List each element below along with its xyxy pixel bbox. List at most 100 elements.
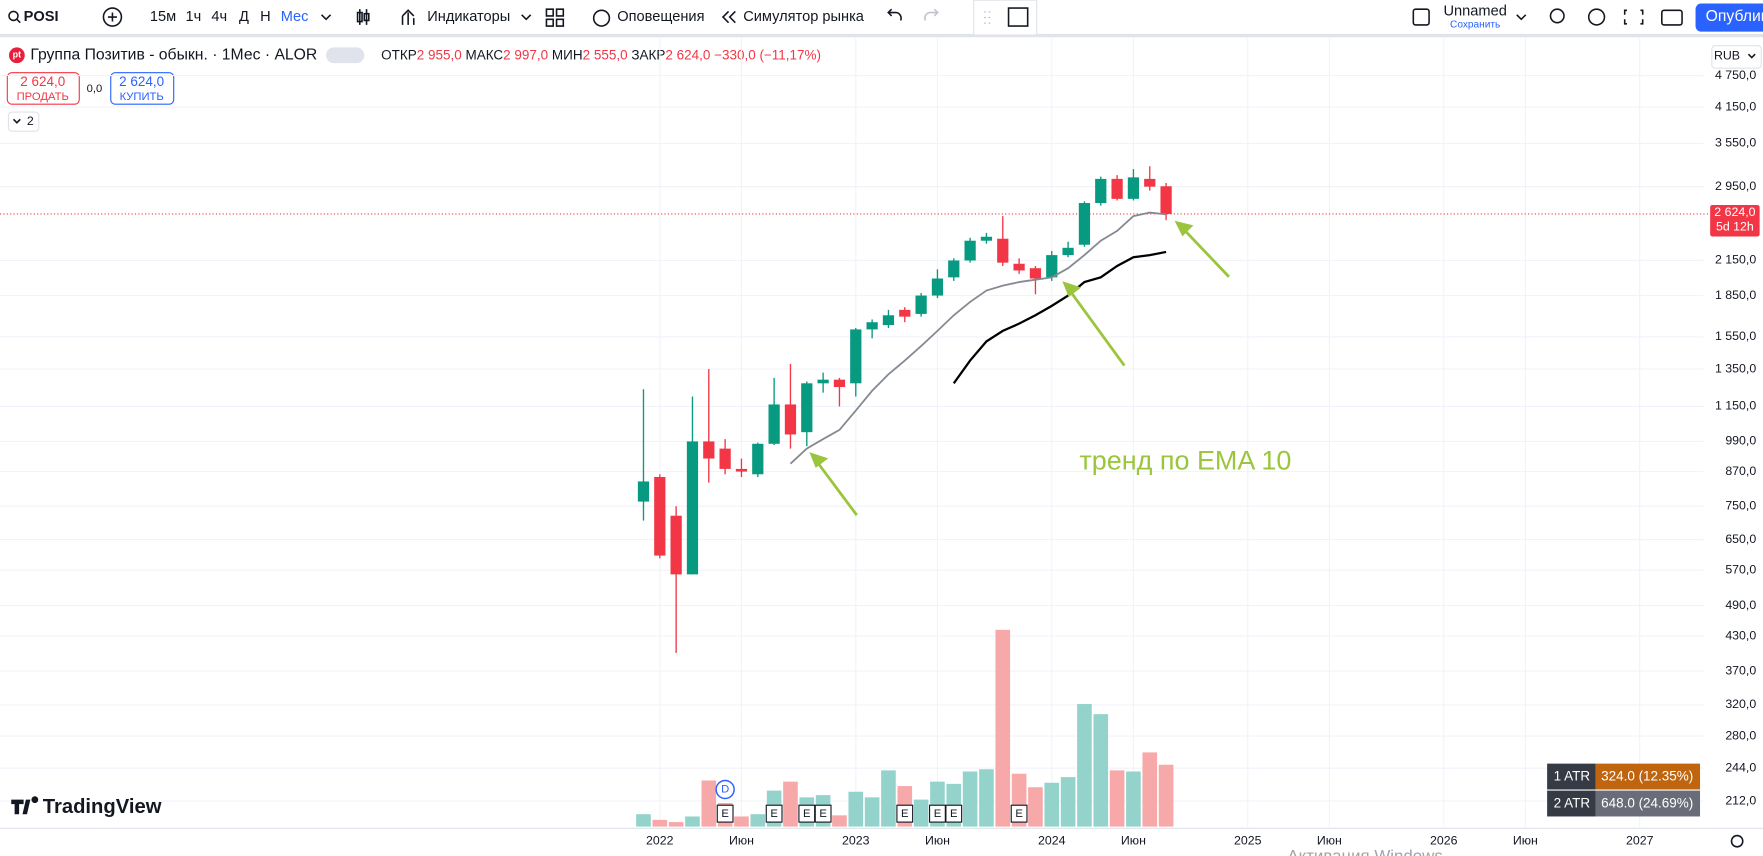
candle-body — [784, 404, 797, 435]
volume-bar — [734, 816, 749, 827]
y-tick-label: 490,0 — [1725, 598, 1756, 612]
high-value: 2 997,0 — [503, 47, 548, 62]
plot-area: 2022 Июн 2023 Июн 2024 Июн 2025 Июн 2026 Июн 2027 4… — [0, 38, 1760, 847]
y-tick-label: 1 350,0 — [1715, 361, 1756, 375]
interval-button[interactable]: Н — [260, 9, 271, 25]
y-tick-label: 1 150,0 — [1715, 399, 1756, 413]
earnings-marker[interactable] — [896, 804, 914, 823]
candle-body — [1111, 178, 1123, 199]
earnings-marker[interactable] — [765, 804, 783, 823]
replay-button[interactable]: Симулятор рынка — [743, 9, 865, 25]
x-tick-label: 2023 — [842, 833, 870, 847]
interval-button[interactable]: 1ч — [186, 9, 202, 25]
symbol[interactable]: POSI — [24, 9, 59, 25]
buy-label: КУПИТЬ — [120, 91, 164, 103]
volume-bar — [668, 822, 684, 827]
legend-toggle[interactable] — [326, 47, 365, 64]
volume-bar — [1060, 777, 1076, 827]
volume-bar — [652, 819, 668, 827]
interval-button[interactable]: 4ч — [211, 9, 227, 25]
candle-body — [752, 443, 764, 475]
atr-label-bg — [1547, 763, 1596, 790]
fullscreen-icon[interactable] — [1623, 9, 1644, 25]
dividend-label: D — [721, 783, 729, 795]
chart-type-icon[interactable] — [356, 9, 370, 25]
x-tick-label: 2026 — [1430, 833, 1458, 847]
redo[interactable] — [924, 8, 939, 21]
arrow — [816, 461, 858, 516]
y-tick-label: 4 150,0 — [1715, 99, 1756, 113]
volume-bar — [783, 781, 798, 827]
ohlc-legend: ОТКР2 955,0 МАКС2 997,0 МИН2 555,0 ЗАКР2… — [381, 47, 821, 62]
layout-checkbox[interactable] — [1412, 8, 1430, 26]
atr-value: 324.0 (12.35%) — [1601, 769, 1693, 784]
screenshot-icon[interactable] — [1661, 9, 1683, 26]
layout-name[interactable]: Unnamed — [1443, 3, 1506, 19]
interval-button[interactable]: 15м — [150, 9, 176, 25]
volume-bar — [1126, 771, 1141, 827]
candle-body — [964, 240, 976, 261]
arrow-head — [1174, 220, 1194, 237]
volume-bar — [995, 629, 1011, 827]
axis-settings[interactable] — [1730, 834, 1744, 848]
search-icon[interactable] — [8, 10, 19, 22]
indicators-dropdown[interactable] — [521, 14, 532, 21]
candle-body — [1029, 268, 1042, 279]
candle-body — [1160, 186, 1172, 214]
add-symbol[interactable] — [102, 7, 123, 27]
volume-bar — [848, 791, 864, 827]
alerts-button[interactable]: Оповещения — [617, 9, 704, 25]
volume-bar — [864, 797, 880, 827]
interval-dropdown[interactable] — [321, 14, 332, 21]
dividend-marker[interactable] — [715, 779, 735, 800]
close-value: 2 624,0 — [665, 47, 710, 62]
arrow — [1182, 228, 1230, 278]
earnings-marker[interactable] — [945, 804, 963, 823]
earnings-label: E — [770, 808, 778, 820]
currency-button[interactable] — [1711, 45, 1762, 69]
atr-value-bg — [1595, 763, 1701, 790]
x-tick-label: 2027 — [1626, 833, 1654, 847]
candle-body — [1144, 178, 1156, 187]
earnings-marker[interactable] — [798, 804, 816, 823]
earnings-marker[interactable] — [1010, 804, 1028, 823]
x-tick-label: 2025 — [1234, 833, 1262, 847]
candle-body — [703, 441, 715, 459]
candle-body — [719, 448, 731, 469]
indicators-collapse[interactable] — [7, 111, 40, 132]
earnings-label: E — [819, 808, 827, 820]
sell-button[interactable] — [6, 72, 80, 105]
drag-handle[interactable] — [984, 11, 991, 24]
x-tick-label: Июн — [1121, 833, 1146, 847]
interval-button[interactable]: Мес — [281, 9, 309, 25]
save-status[interactable]: Сохранить — [1450, 20, 1500, 31]
buy-button[interactable] — [110, 72, 175, 105]
candle-body — [1095, 178, 1107, 204]
earnings-marker[interactable] — [814, 804, 832, 823]
earnings-label: E — [901, 808, 909, 820]
volume-bar — [881, 770, 896, 827]
layout-dropdown[interactable] — [1516, 14, 1527, 21]
earnings-label: E — [1015, 808, 1023, 820]
candle-body — [670, 515, 682, 575]
select-tool[interactable] — [1007, 7, 1029, 27]
earnings-marker[interactable] — [929, 804, 946, 823]
y-tick-label: 370,0 — [1725, 663, 1756, 677]
quick-search[interactable] — [1549, 8, 1565, 24]
settings-icon[interactable] — [1587, 8, 1606, 26]
arrow-head — [809, 452, 829, 468]
templates-icon[interactable] — [545, 8, 565, 27]
interval-button[interactable]: Д — [239, 9, 249, 25]
close-label: ЗАКР — [631, 47, 665, 62]
alerts-icon — [592, 9, 611, 27]
earnings-label: E — [803, 808, 811, 820]
publish-button[interactable] — [1695, 3, 1763, 32]
earnings-marker[interactable] — [716, 804, 734, 823]
indicators-button[interactable]: Индикаторы — [427, 9, 510, 25]
indicator-count: 2 — [27, 114, 34, 128]
undo[interactable] — [887, 8, 902, 21]
symbol-title[interactable]: Группа Позитив - обыкн. · 1Мес · ALOR — [30, 46, 317, 63]
x-tick-label: 2024 — [1038, 833, 1066, 847]
volume-bar — [1158, 764, 1174, 827]
